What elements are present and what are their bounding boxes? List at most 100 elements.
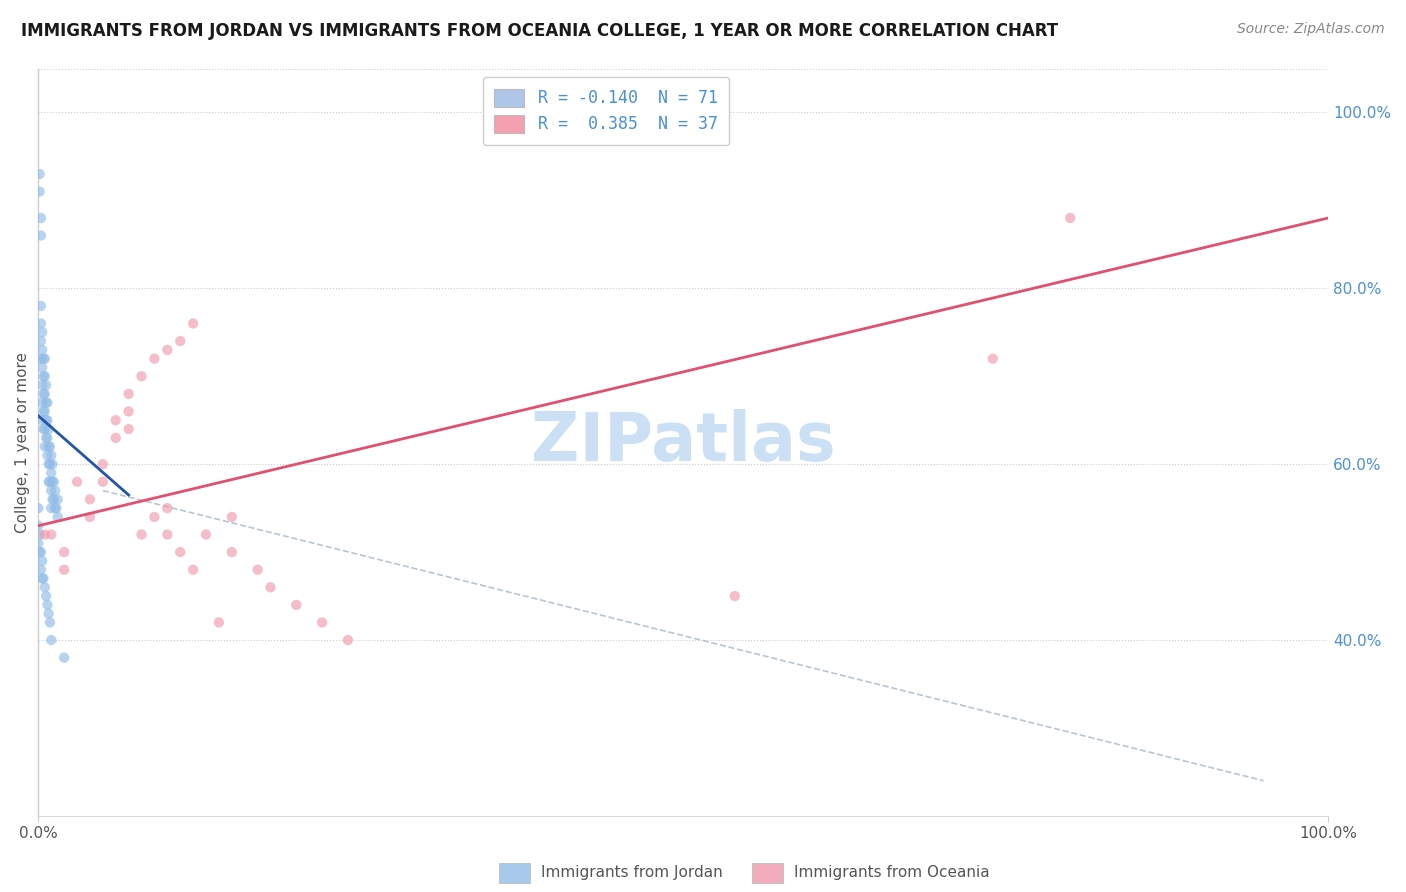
Point [35,589,58,603]
Point [195,527,218,541]
Point [143,510,166,524]
Point [31,413,53,427]
Point [336,633,359,648]
Point [30,228,52,243]
Point [981,351,1004,366]
Point [31,343,53,357]
Point [30,545,52,559]
Point [44,501,66,516]
Point [39,457,62,471]
Point [27,501,49,516]
Point [34,369,56,384]
Point [246,563,269,577]
Point [34,440,56,454]
Point [37,413,59,427]
Y-axis label: College, 1 year or more: College, 1 year or more [15,351,30,533]
Point [37,395,59,409]
Point [31,572,53,586]
Point [131,369,153,384]
Point [38,475,60,489]
Point [30,563,52,577]
Text: Immigrants from Jordan: Immigrants from Jordan [541,865,723,880]
Point [35,395,58,409]
Point [45,501,67,516]
Point [117,422,139,436]
Point [39,466,62,480]
Point [53,545,76,559]
Point [131,527,153,541]
Text: ZIPatlas: ZIPatlas [531,409,835,475]
Point [79,492,101,507]
Point [117,387,139,401]
Point [311,615,333,630]
Point [38,440,60,454]
Point [32,404,55,418]
Point [28,185,51,199]
Point [31,360,53,375]
Legend: R = -0.140  N = 71, R =  0.385  N = 37: R = -0.140 N = 71, R = 0.385 N = 37 [482,77,730,145]
Point [39,440,62,454]
Point [53,563,76,577]
Point [28,545,51,559]
Point [39,633,62,648]
Point [34,422,56,436]
Point [91,457,114,471]
Point [208,615,231,630]
Point [156,527,179,541]
Text: Immigrants from Oceania: Immigrants from Oceania [794,865,990,880]
Point [32,387,55,401]
Point [37,598,59,612]
Point [34,527,56,541]
Point [169,334,191,348]
Point [91,475,114,489]
Point [724,589,747,603]
Point [39,449,62,463]
Point [32,369,55,384]
Point [27,518,49,533]
Point [35,378,58,392]
Point [30,334,52,348]
Text: IMMIGRANTS FROM JORDAN VS IMMIGRANTS FROM OCEANIA COLLEGE, 1 YEAR OR MORE CORREL: IMMIGRANTS FROM JORDAN VS IMMIGRANTS FRO… [21,22,1059,40]
Point [39,501,62,516]
Point [31,395,53,409]
Point [30,211,52,225]
Point [143,351,166,366]
Point [221,510,243,524]
Point [28,167,51,181]
Point [37,449,59,463]
Point [39,527,62,541]
Point [41,492,63,507]
Point [79,510,101,524]
Point [32,422,55,436]
Point [41,457,63,471]
Point [117,404,139,418]
Point [38,607,60,621]
Point [37,431,59,445]
Point [42,492,65,507]
Point [46,492,69,507]
Point [32,572,55,586]
Point [41,475,63,489]
Point [27,536,49,550]
Point [34,387,56,401]
Point [53,650,76,665]
Point [39,483,62,498]
Text: Source: ZipAtlas.com: Source: ZipAtlas.com [1237,22,1385,37]
Point [39,615,62,630]
Point [31,378,53,392]
Point [28,527,51,541]
Point [66,475,89,489]
Point [42,475,65,489]
Point [38,457,60,471]
Point [156,501,179,516]
Point [34,351,56,366]
Point [104,413,127,427]
Point [34,580,56,594]
Point [285,598,308,612]
Point [181,317,204,331]
Point [156,343,179,357]
Point [104,431,127,445]
Point [39,475,62,489]
Point [44,483,66,498]
Point [221,545,243,559]
